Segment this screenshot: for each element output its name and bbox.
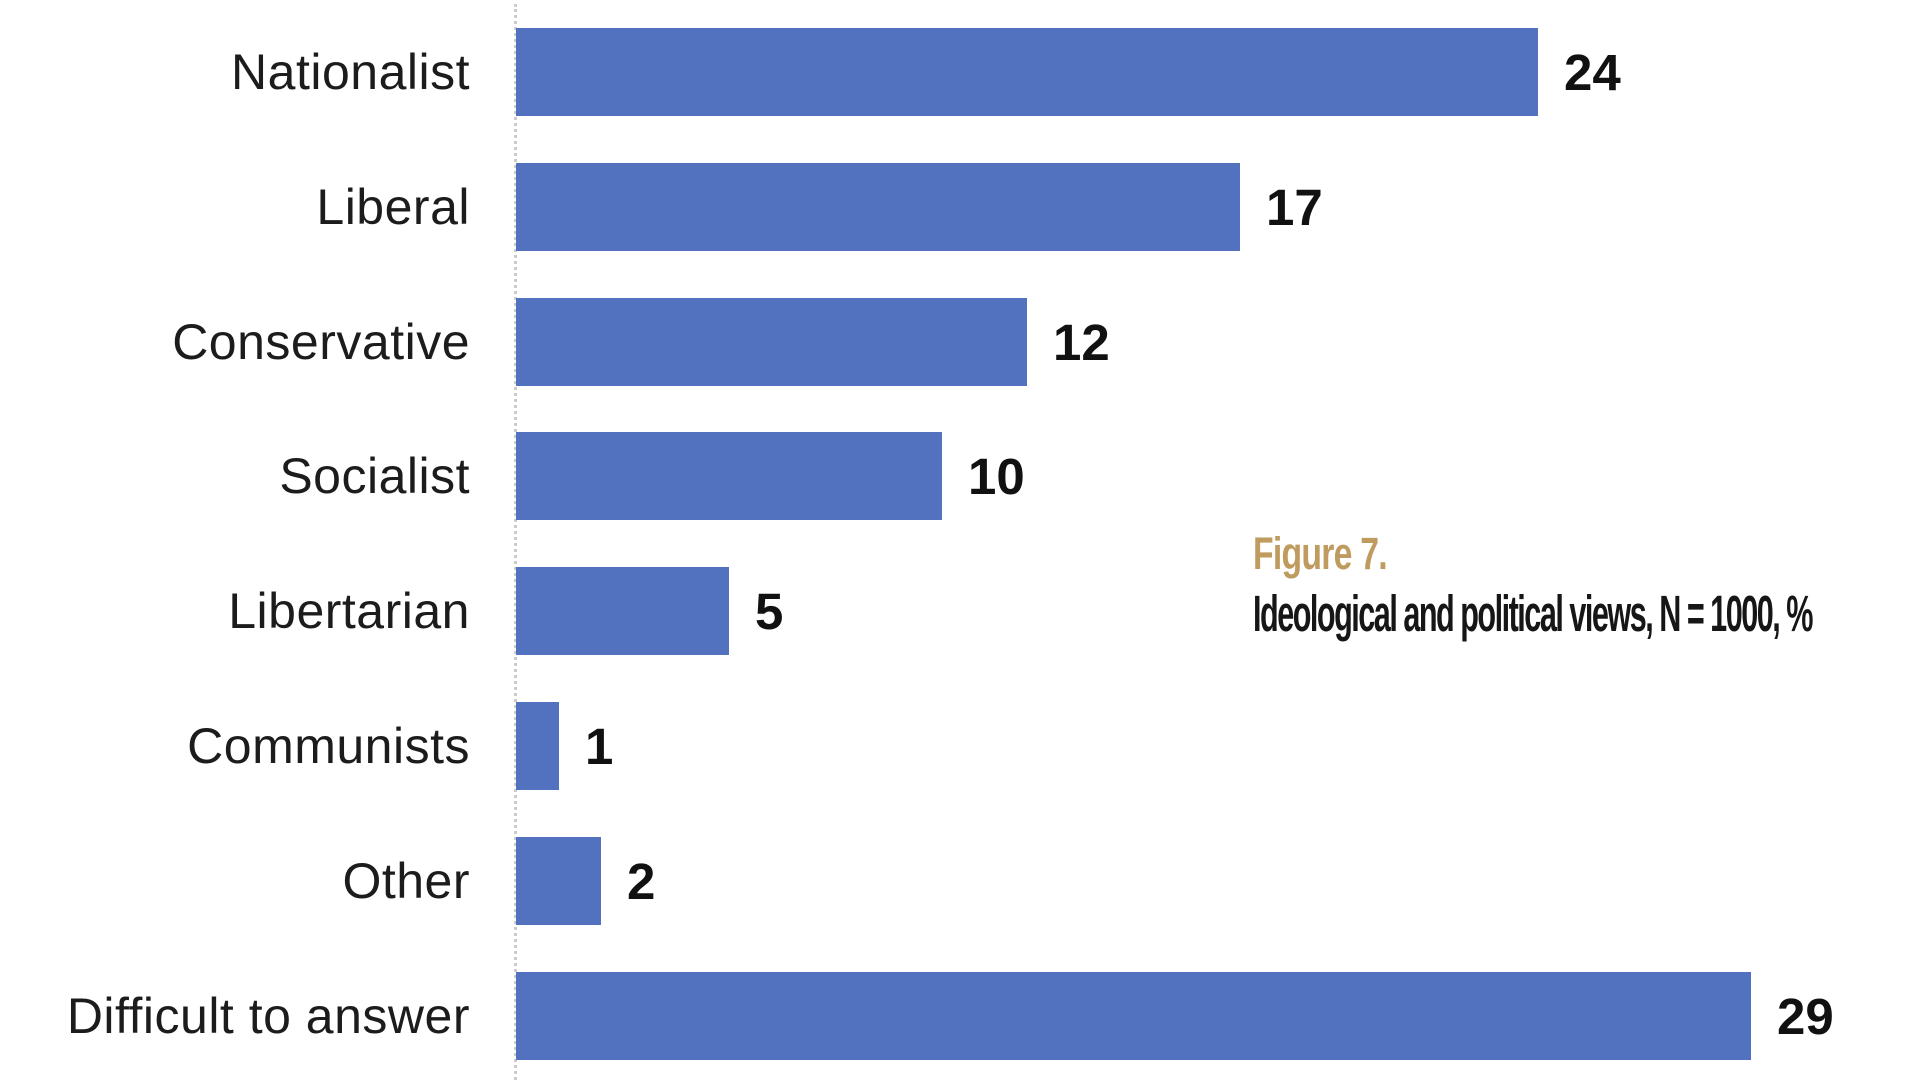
value-label: 29 xyxy=(1777,987,1834,1045)
bar-row: Conservative 12 xyxy=(0,298,1110,386)
value-label: 24 xyxy=(1564,43,1621,101)
value-label: 10 xyxy=(968,447,1025,505)
category-label: Nationalist xyxy=(231,44,470,100)
bar xyxy=(516,163,1240,251)
value-label: 5 xyxy=(755,582,784,640)
figure-title: Ideological and political views, N = 100… xyxy=(1253,585,1813,642)
bar xyxy=(516,837,601,925)
value-label: 12 xyxy=(1053,313,1110,371)
bar xyxy=(516,567,729,655)
value-label: 2 xyxy=(627,852,656,910)
category-label: Liberal xyxy=(316,179,470,235)
value-label: 17 xyxy=(1266,178,1323,236)
bar-row: Nationalist 24 xyxy=(0,28,1621,116)
value-label: 1 xyxy=(585,717,614,775)
bar-row: Socialist 10 xyxy=(0,432,1025,520)
category-label: Conservative xyxy=(172,314,470,370)
category-label: Libertarian xyxy=(228,583,470,639)
bar xyxy=(516,702,559,790)
y-axis-line xyxy=(514,4,517,1080)
bar xyxy=(516,972,1751,1060)
figure-number: Figure 7. xyxy=(1253,528,1388,579)
bar xyxy=(516,28,1538,116)
bar-row: Difficult to answer 29 xyxy=(0,972,1834,1060)
bar xyxy=(516,432,942,520)
bar-row: Liberal 17 xyxy=(0,163,1323,251)
bar-row: Other 2 xyxy=(0,837,655,925)
category-label: Other xyxy=(342,853,470,909)
bar-row: Libertarian 5 xyxy=(0,567,783,655)
bar-row: Communists 1 xyxy=(0,702,613,790)
bar xyxy=(516,298,1027,386)
figure-caption: Figure 7. Ideological and political view… xyxy=(1253,531,1920,642)
category-label: Socialist xyxy=(279,448,470,504)
category-label: Difficult to answer xyxy=(66,988,470,1044)
category-label: Communists xyxy=(187,718,470,774)
